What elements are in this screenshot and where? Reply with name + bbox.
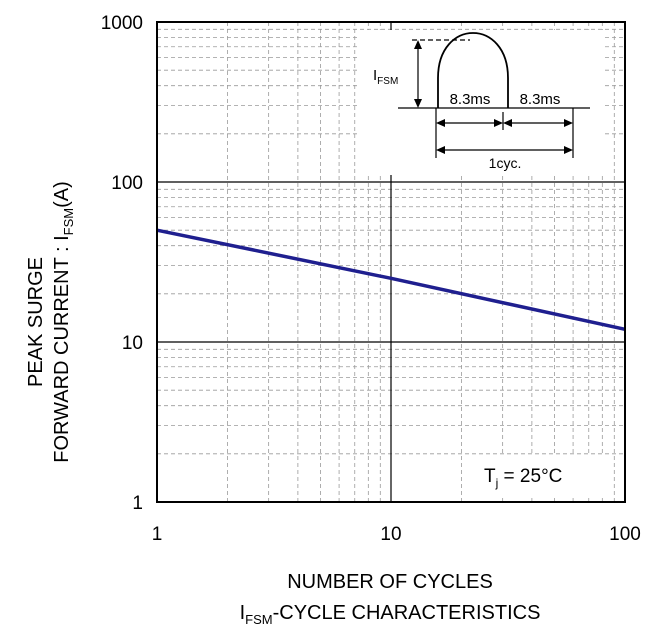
series-line <box>156 228 626 332</box>
y-tick-label: 100 <box>111 173 143 194</box>
inset-half-cycle-2-label: 8.3ms <box>520 91 561 108</box>
inset-waveform-diagram: IFSM 8.3ms 8.3ms 1cyc. <box>360 30 605 175</box>
x-tick-labels: 1 10 100 <box>152 524 641 545</box>
chart-caption: IFSM-CYCLE CHARACTERISTICS <box>240 602 541 627</box>
inset-half-cycle-1-arrow-left <box>436 119 445 127</box>
y-axis-title-line2-suffix: (A) <box>51 181 73 208</box>
y-axis-title-line2: FORWARD CURRENT : IFSM(A) <box>51 181 76 463</box>
inset-ifsm-label: IFSM <box>373 67 398 87</box>
inset-ifsm-label-main: I <box>373 67 377 84</box>
series-layer <box>156 228 626 332</box>
temperature-annotation: Tj = 25°C <box>472 455 607 495</box>
x-tick-label: 10 <box>380 524 401 545</box>
chart-caption-suffix: -CYCLE CHARACTERISTICS <box>273 602 541 624</box>
x-tick-label: 100 <box>609 524 641 545</box>
y-axis-title-line2-prefix: FORWARD CURRENT : I <box>51 235 73 462</box>
y-tick-labels: 1 10 100 1000 <box>101 13 143 514</box>
chart-caption-prefix: I <box>240 602 246 624</box>
inset-half-cycle-2-arrow-left <box>503 119 512 127</box>
chart-caption-sub: FSM <box>245 612 272 627</box>
inset-ifsm-arrow-up <box>414 40 422 49</box>
inset-half-sine-pulse <box>437 32 509 108</box>
y-axis-title-line1: PEAK SURGE <box>25 257 47 387</box>
y-tick-label: 10 <box>122 333 143 354</box>
x-tick-label: 1 <box>152 524 163 545</box>
tj-sub: j <box>495 476 499 490</box>
temperature-annotation-text: Tj = 25°C <box>484 466 562 490</box>
y-tick-label: 1000 <box>101 13 143 34</box>
inset-ifsm-label-sub: FSM <box>377 76 398 87</box>
inset-half-cycle-1-arrow-right <box>494 119 503 127</box>
inset-cycle-label: 1cyc. <box>489 155 522 171</box>
y-axis-title: PEAK SURGE FORWARD CURRENT : IFSM(A) <box>25 181 76 463</box>
inset-half-cycle-2-arrow-right <box>564 119 573 127</box>
inset-cycle-arrow-left <box>436 146 445 154</box>
x-axis-title: NUMBER OF CYCLES <box>287 571 493 593</box>
temperature-annotation-bg <box>472 455 607 495</box>
inset-half-cycle-1-label: 8.3ms <box>450 91 491 108</box>
y-tick-label: 1 <box>132 493 143 514</box>
inset-ifsm-arrow-down <box>414 99 422 108</box>
tj-suffix: = 25°C <box>498 466 562 487</box>
plot-frame <box>156 21 626 503</box>
inset-cycle-arrow-right <box>564 146 573 154</box>
y-axis-title-line2-sub: FSM <box>61 208 76 235</box>
tj-prefix: T <box>484 466 496 487</box>
